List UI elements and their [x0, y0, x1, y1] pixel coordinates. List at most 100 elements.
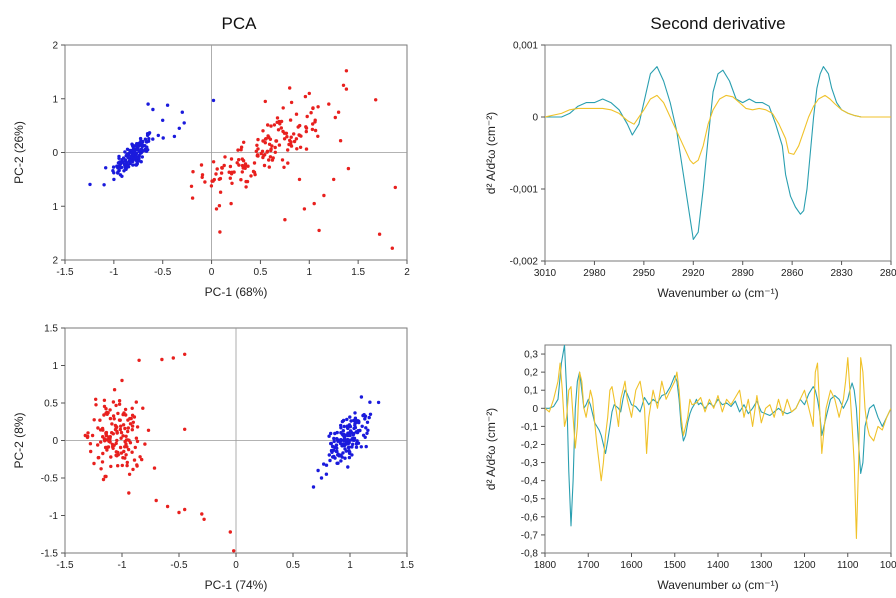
scatter-point: [110, 431, 114, 435]
scatter-point: [344, 87, 349, 91]
plot-area: [88, 69, 397, 250]
scatter-point: [333, 115, 337, 120]
scatter-point: [240, 157, 244, 161]
scatter-point: [316, 134, 320, 138]
scatter-point: [121, 434, 125, 438]
scatter-point: [115, 431, 119, 435]
scatter-point: [123, 150, 127, 154]
scatter-point: [125, 463, 129, 468]
scatter-point: [316, 468, 320, 473]
scatter-point: [347, 423, 352, 427]
scatter-point: [104, 166, 108, 170]
scatter-point: [327, 434, 331, 438]
scatter-point: [215, 167, 219, 171]
scatter-point: [288, 138, 292, 143]
scatter-point: [177, 510, 181, 515]
x-tick-label: 2: [404, 267, 410, 278]
scatter-point: [128, 422, 133, 426]
scatter-point: [275, 116, 280, 120]
scatter-point: [119, 451, 124, 455]
scatter-point: [88, 442, 93, 446]
scatter-point: [335, 430, 339, 435]
scatter-point: [230, 181, 234, 185]
scatter-point: [126, 426, 130, 430]
y-tick-label: 0: [52, 148, 58, 159]
scatter-point: [138, 136, 143, 141]
scatter-point: [347, 445, 351, 449]
y-tick-label: 2: [52, 256, 58, 267]
scatter-point: [123, 158, 128, 162]
scatter-point: [141, 139, 145, 144]
scatter-point: [94, 403, 98, 407]
scatter-point: [282, 165, 286, 169]
scatter-point: [285, 135, 289, 139]
scatter-point: [92, 418, 96, 422]
scatter-point: [99, 440, 103, 444]
scatter-point: [280, 158, 285, 162]
scatter-point: [367, 415, 371, 420]
scatter-point: [132, 458, 137, 462]
scatter-point: [341, 451, 345, 455]
scatter-point: [303, 94, 308, 99]
scatter-point: [101, 477, 106, 482]
scatter-point: [352, 438, 356, 442]
scatter-point: [116, 464, 120, 468]
scatter-point: [281, 106, 285, 110]
scatter-point: [211, 98, 216, 103]
scatter-point: [270, 144, 274, 148]
scatter-point: [102, 413, 106, 417]
scatter-point: [183, 507, 187, 512]
scatter-point: [172, 134, 177, 139]
scatter-point: [292, 132, 296, 136]
scatter-point: [120, 463, 125, 468]
scatter-point: [177, 126, 181, 130]
scatter-point: [134, 436, 139, 440]
scatter-point: [108, 408, 112, 412]
scatter-point: [125, 147, 130, 151]
scatter-point: [103, 445, 108, 450]
scatter-point: [123, 445, 127, 449]
scatter-point: [347, 441, 351, 445]
scatter-point: [243, 162, 248, 166]
x-tick-label: -1: [109, 267, 118, 278]
y-tick-label: -0,5: [521, 494, 539, 505]
scatter-point: [294, 112, 299, 116]
scatter-point: [229, 201, 233, 206]
scatter-point: [298, 145, 303, 149]
scatter-point: [183, 427, 187, 431]
x-tick-label: 2980: [583, 268, 606, 279]
scatter-point: [134, 163, 138, 167]
scatter-point: [361, 433, 366, 437]
scatter-point: [126, 163, 130, 167]
scatter-point: [260, 149, 265, 153]
scatter-point: [218, 176, 223, 181]
scatter-point: [101, 451, 105, 456]
scatter-point: [131, 159, 135, 164]
scatter-point: [338, 441, 343, 446]
scatter-point: [143, 137, 148, 141]
scatter-point: [129, 416, 133, 421]
scatter-point: [242, 140, 246, 144]
scatter-point: [126, 152, 130, 156]
scatter-point: [365, 431, 369, 435]
scatter-point: [265, 150, 269, 154]
scatter-point: [161, 118, 165, 123]
scatter-point: [305, 114, 309, 119]
scatter-point: [297, 177, 302, 182]
x-axis-label: Wavenumber ω (cm⁻¹): [657, 286, 778, 300]
scatter-point: [352, 426, 356, 431]
scatter-point: [249, 174, 253, 178]
scatter-point: [244, 179, 248, 184]
scatter-point: [200, 512, 204, 516]
scatter-point: [214, 207, 219, 211]
scatter-point: [154, 498, 158, 503]
y-tick-label: -0,2: [521, 440, 539, 451]
scatter-point: [286, 148, 290, 152]
scatter-point: [393, 185, 397, 190]
scatter-point: [104, 407, 108, 411]
scatter-point: [267, 165, 271, 169]
scatter-point: [340, 419, 345, 424]
y-tick-label: 0: [532, 113, 538, 124]
x-tick-label: 2950: [633, 268, 656, 279]
scatter-point: [359, 445, 363, 449]
